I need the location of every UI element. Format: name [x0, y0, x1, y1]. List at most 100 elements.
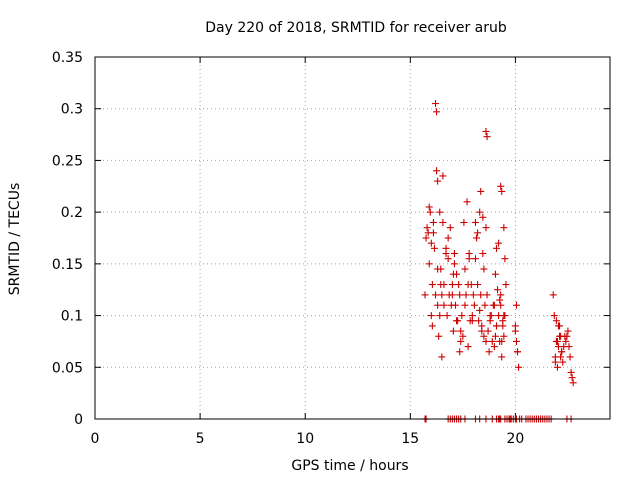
data-point — [471, 218, 479, 226]
data-point — [488, 337, 496, 345]
data-point — [480, 332, 488, 340]
data-point — [480, 265, 488, 273]
data-point — [483, 133, 491, 141]
x-tick-label: 5 — [196, 431, 205, 447]
data-point — [499, 317, 507, 325]
data-point — [562, 337, 570, 345]
data-point — [501, 312, 509, 320]
data-point — [553, 363, 561, 371]
x-tick-label: 15 — [401, 431, 419, 447]
data-point — [467, 281, 475, 289]
data-point — [434, 177, 442, 185]
data-point — [421, 291, 429, 299]
data-point — [500, 224, 508, 232]
data-point — [489, 301, 497, 309]
data-point — [494, 286, 502, 294]
data-point — [552, 317, 560, 325]
data-point — [552, 337, 560, 345]
data-point — [471, 255, 479, 263]
data-point — [425, 260, 433, 268]
data-point — [512, 301, 520, 309]
data-point — [497, 182, 505, 190]
plot-frame — [94, 56, 611, 420]
data-point — [498, 187, 506, 195]
data-point — [514, 348, 522, 356]
data-point — [551, 358, 559, 366]
data-point — [446, 224, 454, 232]
data-point — [474, 229, 482, 237]
data-point — [450, 260, 458, 268]
data-point — [498, 353, 506, 361]
data-point — [427, 312, 435, 320]
data-point — [440, 281, 448, 289]
data-point — [455, 281, 463, 289]
data-point — [432, 291, 440, 299]
data-point — [549, 291, 557, 299]
data-point — [475, 317, 483, 325]
data-point — [556, 322, 564, 330]
data-point — [477, 291, 485, 299]
data-point — [439, 172, 447, 180]
y-tick-label: 0.1 — [61, 309, 83, 325]
data-point — [474, 281, 482, 289]
data-point — [481, 301, 489, 309]
data-point — [434, 301, 442, 309]
x-axis-label: GPS time / hours — [291, 458, 408, 474]
data-point — [462, 291, 470, 299]
data-point — [501, 255, 509, 263]
data-point — [460, 218, 468, 226]
data-point — [492, 244, 500, 252]
y-tick-label: 0.2 — [61, 205, 83, 221]
y-tick-label: 0.25 — [52, 153, 83, 169]
x-tick-label: 20 — [506, 431, 524, 447]
data-point — [497, 301, 505, 309]
data-point — [454, 317, 462, 325]
data-point — [483, 291, 491, 299]
data-point — [461, 301, 469, 309]
data-point — [436, 208, 444, 216]
data-point — [450, 250, 458, 258]
data-point — [439, 218, 447, 226]
data-point — [511, 322, 519, 330]
data-point — [482, 224, 490, 232]
data-point — [558, 348, 566, 356]
data-point — [468, 317, 476, 325]
data-point — [557, 332, 565, 340]
y-axis-label: SRMTID / TECUs — [7, 183, 23, 296]
data-point — [479, 250, 487, 258]
data-point — [443, 312, 451, 320]
data-point — [423, 224, 431, 232]
data-point — [550, 312, 558, 320]
y-tick-label: 0.35 — [52, 50, 83, 66]
data-points — [421, 100, 577, 423]
data-point — [476, 208, 484, 216]
data-point — [438, 291, 446, 299]
data-point — [502, 281, 510, 289]
data-point — [432, 100, 440, 108]
data-point — [430, 244, 438, 252]
data-point — [428, 322, 436, 330]
data-point — [482, 337, 490, 345]
data-point — [482, 127, 490, 135]
data-point — [485, 348, 493, 356]
data-point — [500, 332, 508, 340]
data-point — [438, 353, 446, 361]
data-point — [448, 281, 456, 289]
data-point — [568, 374, 576, 382]
data-point — [473, 234, 481, 242]
data-point — [426, 208, 434, 216]
y-tick-label: 0.05 — [52, 360, 83, 376]
data-point — [442, 244, 450, 252]
data-point — [449, 327, 457, 335]
data-point — [478, 327, 486, 335]
data-point — [429, 229, 437, 237]
data-point — [569, 379, 577, 387]
data-point — [512, 337, 520, 345]
data-point — [465, 255, 473, 263]
data-point — [559, 358, 567, 366]
data-point — [427, 239, 435, 247]
data-point — [447, 301, 455, 309]
data-point — [492, 322, 500, 330]
data-point — [515, 363, 523, 371]
